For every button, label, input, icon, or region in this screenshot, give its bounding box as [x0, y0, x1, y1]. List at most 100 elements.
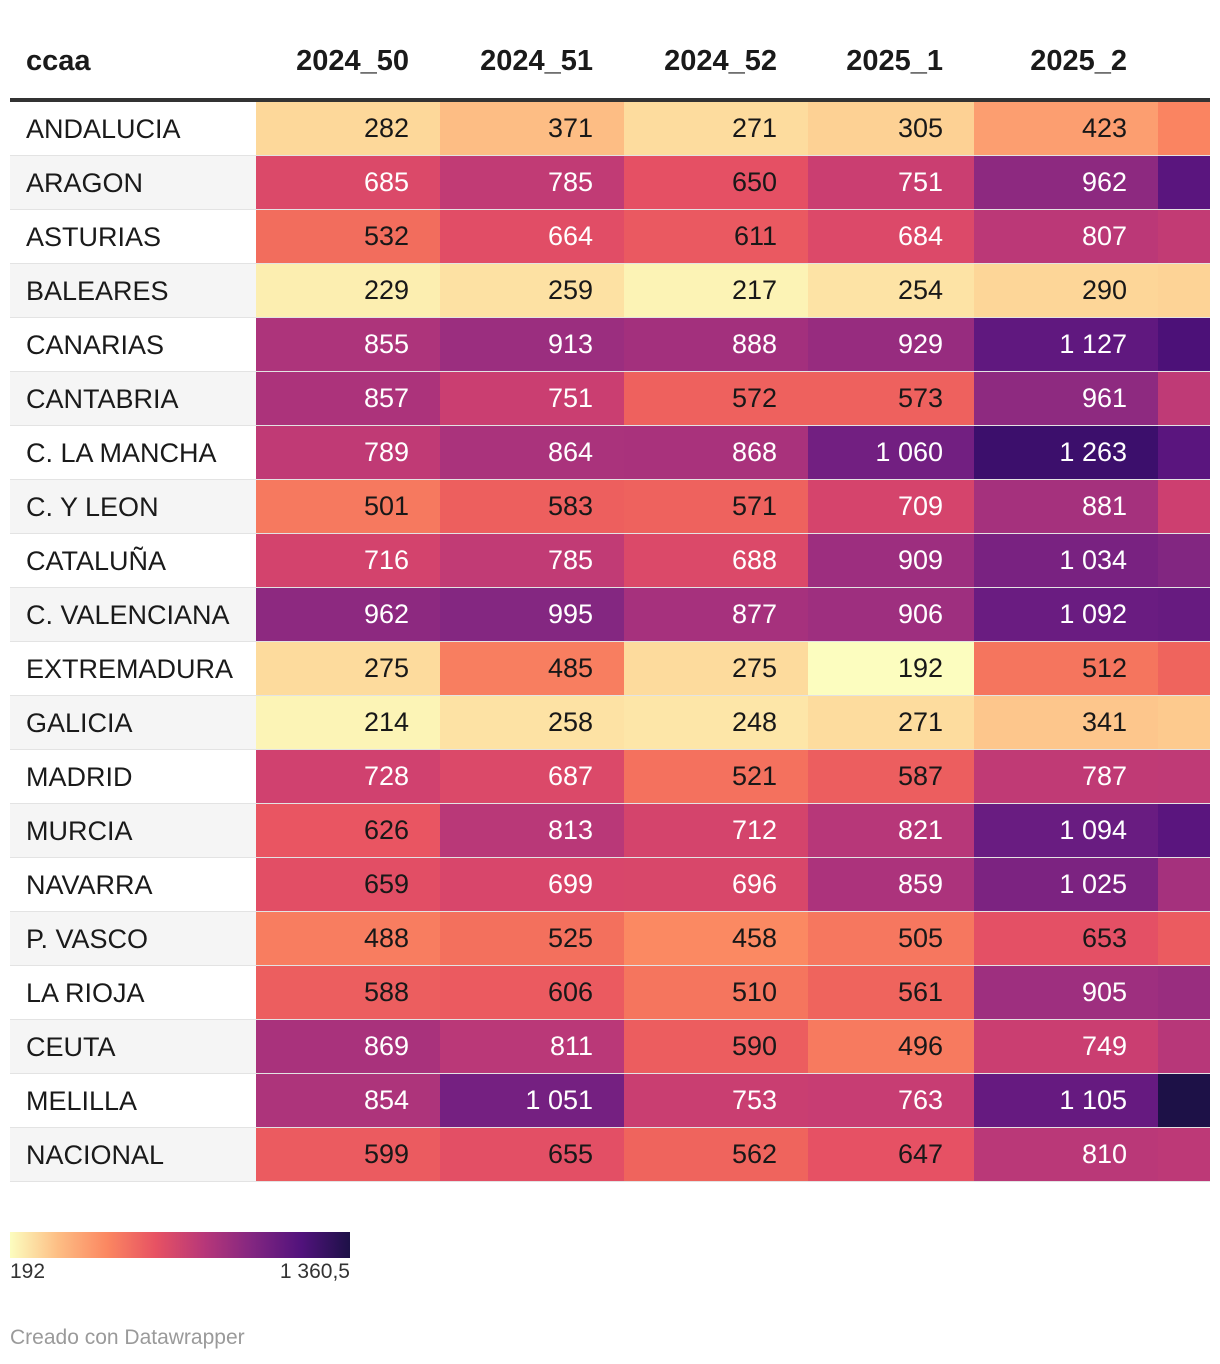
- heat-cell: 259: [440, 263, 624, 318]
- heat-cell: 626: [256, 803, 440, 858]
- heat-cell: 611: [624, 209, 808, 264]
- heat-cell: 254: [808, 263, 974, 318]
- heat-cell: 229: [256, 263, 440, 318]
- heat-cell: 1: [1158, 317, 1210, 372]
- table-row: ASTURIAS 532 664 611 684 807: [10, 209, 1210, 264]
- heatmap-table-container: ccaa 2024_50 2024_51 2024_52 2025_1 2025…: [10, 24, 1210, 1182]
- heat-cell: 655: [440, 1127, 624, 1182]
- heat-cell: 995: [440, 587, 624, 642]
- heat-cell: 685: [256, 155, 440, 210]
- heat-cell: [1158, 695, 1210, 750]
- color-gradient-bar: [10, 1232, 350, 1258]
- header-row: ccaa 2024_50 2024_51 2024_52 2025_1 2025…: [10, 24, 1210, 102]
- heat-cell: 599: [256, 1127, 440, 1182]
- heat-cell: 214: [256, 695, 440, 750]
- heat-cell: 877: [624, 587, 808, 642]
- heat-cell: 1 034: [974, 533, 1158, 588]
- column-header-week[interactable]: 2025_3: [1158, 24, 1210, 102]
- row-label: MELILLA: [10, 1073, 256, 1128]
- table-row: ARAGON6857856507519621: [10, 155, 1210, 210]
- heat-cell: 821: [808, 803, 974, 858]
- row-label: ANDALUCIA: [10, 100, 256, 156]
- heat-cell: 271: [808, 695, 974, 750]
- heat-cell: 192: [808, 641, 974, 696]
- column-header-week[interactable]: 2024_50: [256, 24, 440, 102]
- heat-cell: 275: [256, 641, 440, 696]
- heat-cell: 1 127: [974, 317, 1158, 372]
- heat-cell: 909: [808, 533, 974, 588]
- heat-cell: 583: [440, 479, 624, 534]
- row-label: CATALUÑA: [10, 533, 256, 588]
- heat-cell: 962: [256, 587, 440, 642]
- heat-cell: 854: [256, 1073, 440, 1128]
- heat-cell: 961: [974, 371, 1158, 426]
- table-row: GALICIA 214 258 248 271 341: [10, 695, 1210, 750]
- column-header-ccaa[interactable]: ccaa: [10, 24, 256, 102]
- column-header-week[interactable]: 2025_1: [808, 24, 974, 102]
- heat-cell: 217: [624, 263, 808, 318]
- row-label: CANARIAS: [10, 317, 256, 372]
- heat-cell: 1: [1158, 1073, 1210, 1128]
- heat-cell: [1158, 479, 1210, 534]
- heat-cell: 587: [808, 749, 974, 804]
- heat-cell: [1158, 641, 1210, 696]
- heat-cell: 709: [808, 479, 974, 534]
- row-label: C. LA MANCHA: [10, 425, 256, 480]
- heat-cell: [1158, 371, 1210, 426]
- column-header-week[interactable]: 2025_2: [974, 24, 1158, 102]
- column-header-week[interactable]: 2024_51: [440, 24, 624, 102]
- heat-cell: 271: [624, 100, 808, 156]
- heat-cell: 749: [974, 1019, 1158, 1074]
- heat-cell: 572: [624, 371, 808, 426]
- heat-cell: 1: [1158, 155, 1210, 210]
- heat-cell: 859: [808, 857, 974, 912]
- heat-cell: 751: [440, 371, 624, 426]
- heat-cell: 532: [256, 209, 440, 264]
- datawrapper-credit[interactable]: Creado con Datawrapper: [10, 1326, 245, 1349]
- heat-cell: 929: [808, 317, 974, 372]
- heat-cell: [1158, 911, 1210, 966]
- row-label: MURCIA: [10, 803, 256, 858]
- heat-cell: 282: [256, 100, 440, 156]
- heat-cell: 1 051: [440, 1073, 624, 1128]
- heat-cell: 811: [440, 1019, 624, 1074]
- heat-cell: 590: [624, 1019, 808, 1074]
- row-label: EXTREMADURA: [10, 641, 256, 696]
- heat-cell: [1158, 263, 1210, 318]
- heat-cell: 728: [256, 749, 440, 804]
- heat-cell: 341: [974, 695, 1158, 750]
- heat-cell: 787: [974, 749, 1158, 804]
- heat-cell: 305: [808, 100, 974, 156]
- heat-cell: 687: [440, 749, 624, 804]
- heat-cell: 510: [624, 965, 808, 1020]
- heat-cell: 906: [808, 587, 974, 642]
- heat-cell: 275: [624, 641, 808, 696]
- table-row: CANTABRIA 857 751 572 573 961: [10, 371, 1210, 426]
- table-row: MADRID 728 687 521 587 787: [10, 749, 1210, 804]
- heat-cell: 485: [440, 641, 624, 696]
- heat-cell: 488: [256, 911, 440, 966]
- table-row: NAVARRA 659 699 696 859 1 025: [10, 857, 1210, 912]
- heat-cell: 588: [256, 965, 440, 1020]
- heat-cell: 785: [440, 155, 624, 210]
- heat-cell: 664: [440, 209, 624, 264]
- heat-cell: 696: [624, 857, 808, 912]
- table-row: LA RIOJA 588 606 510 561 905: [10, 965, 1210, 1020]
- heat-cell: 1: [1158, 803, 1210, 858]
- legend-max-label: 1 360,5: [279, 1260, 350, 1283]
- row-label: GALICIA: [10, 695, 256, 750]
- heat-cell: 606: [440, 965, 624, 1020]
- table-row: CEUTA 869 811 590 496 749: [10, 1019, 1210, 1074]
- heat-cell: 573: [808, 371, 974, 426]
- column-header-week[interactable]: 2024_52: [624, 24, 808, 102]
- table-row: NACIONAL 599 655 562 647 810: [10, 1127, 1210, 1182]
- heat-cell: 650: [624, 155, 808, 210]
- heat-cell: 881: [974, 479, 1158, 534]
- heat-cell: 258: [440, 695, 624, 750]
- heat-cell: 785: [440, 533, 624, 588]
